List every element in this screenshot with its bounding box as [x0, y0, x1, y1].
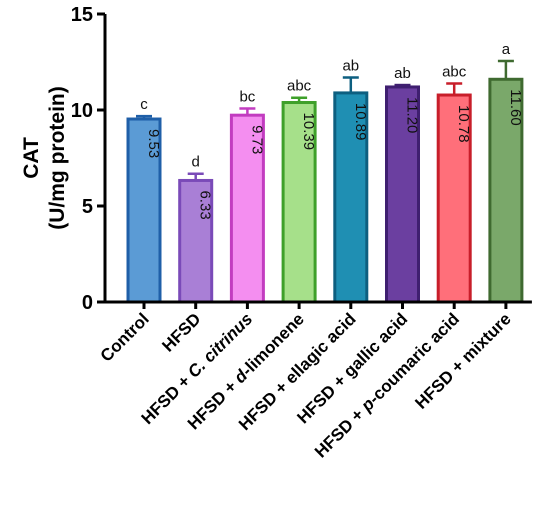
- x-tick-label-6-part-2: -coumaric acid: [365, 309, 463, 407]
- x-tick-label-1-part-0: HFSD: [158, 309, 204, 355]
- value-label-3: 10.39: [300, 113, 317, 151]
- value-label-4: 10.89: [352, 103, 369, 141]
- x-tick-label-7: HFSD + mixture: [411, 309, 514, 412]
- y-axis-title-line2: (U/mg protein): [46, 86, 69, 229]
- significance-label-6: abc: [442, 64, 467, 81]
- value-label-1: 6.33: [197, 190, 214, 219]
- significance-label-3: abc: [287, 78, 312, 95]
- value-label-2: 9.73: [248, 125, 265, 154]
- y-tick-label-0: 0: [82, 292, 93, 314]
- value-label-6: 10.78: [455, 105, 472, 143]
- y-axis-title-line1: CAT: [20, 137, 43, 179]
- significance-label-2: bc: [239, 88, 255, 105]
- y-axis-title: CAT (U/mg protein): [20, 86, 69, 229]
- bar-7: [488, 77, 524, 304]
- significance-label-0: c: [140, 96, 148, 113]
- value-label-5: 11.20: [404, 97, 421, 133]
- y-tick-label-3: 15: [71, 4, 93, 26]
- significance-label-1: d: [192, 154, 200, 171]
- significance-label-4: ab: [342, 58, 359, 75]
- y-tick-label-2: 10: [71, 100, 93, 122]
- x-tick-label-0: Control: [97, 309, 153, 365]
- bar-5: [385, 85, 420, 304]
- x-tick-label-1: HFSD: [158, 309, 204, 355]
- value-label-0: 9.53: [145, 129, 162, 158]
- x-tick-label-0-part-0: Control: [97, 309, 153, 365]
- axes-layer: 0 5 10 15: [71, 4, 532, 314]
- value-label-7: 11.60: [507, 89, 524, 125]
- bars-layer: [126, 59, 524, 304]
- significance-label-7: a: [502, 41, 511, 58]
- significance-label-5: ab: [394, 65, 411, 82]
- y-tick-label-1: 5: [82, 196, 93, 218]
- x-tick-label-7-part-0: HFSD + mixture: [411, 309, 514, 412]
- bar-6: [436, 93, 472, 304]
